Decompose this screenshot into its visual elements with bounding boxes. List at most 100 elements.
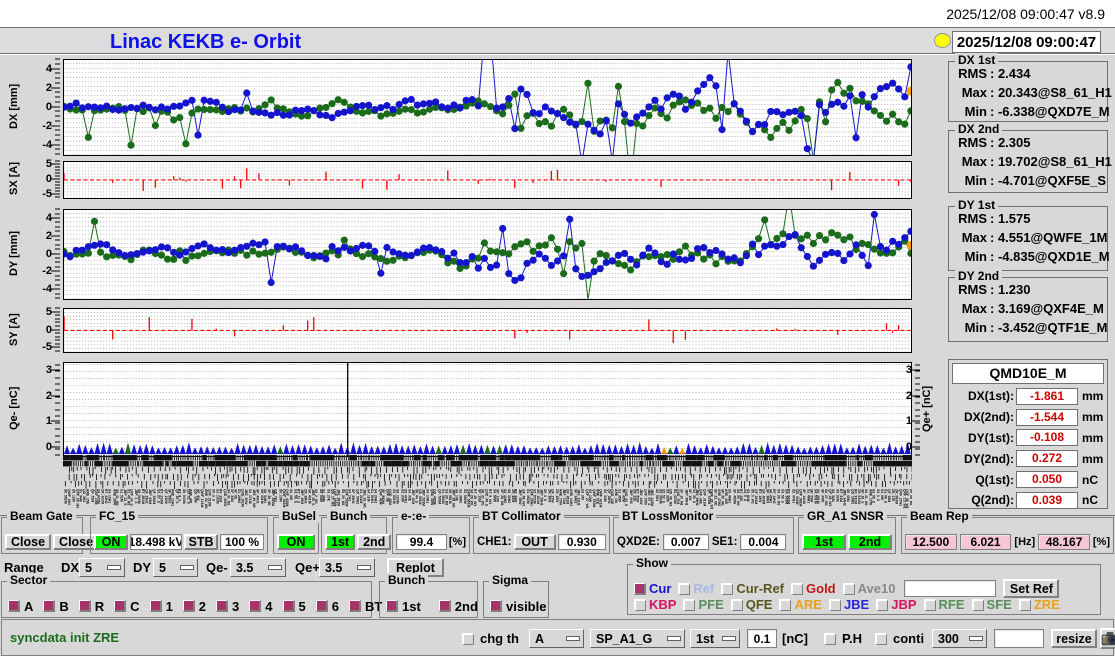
svg-text:QF_533M: QF_533M xyxy=(437,489,441,504)
svg-text:QXD_7H1: QXD_7H1 xyxy=(676,489,680,505)
svg-text:SP_55H2: SP_55H2 xyxy=(351,489,355,504)
svg-text:S4_13H1: S4_13H1 xyxy=(425,489,429,503)
svg-text:S4_20H2: S4_20H2 xyxy=(374,489,378,503)
svg-text:ZR_17E: ZR_17E xyxy=(891,489,895,502)
svg-text:QXD_40H2: QXD_40H2 xyxy=(223,489,227,506)
svg-text:JBP_22_S: JBP_22_S xyxy=(123,489,127,506)
svg-text:BT_8_S: BT_8_S xyxy=(178,489,182,502)
svg-text:SP_18_S: SP_18_S xyxy=(861,489,865,504)
svg-text:QXD_12E: QXD_12E xyxy=(610,489,614,505)
svg-text:ZR_15W: ZR_15W xyxy=(555,489,559,503)
svg-text:S6_31_W1: S6_31_W1 xyxy=(115,489,119,506)
svg-text:QD_3H1: QD_3H1 xyxy=(82,489,86,502)
svg-text:S4_1H1: S4_1H1 xyxy=(348,489,352,501)
svg-text:S3_81M: S3_81M xyxy=(746,489,750,502)
svg-text:QF_403M: QF_403M xyxy=(761,489,765,504)
svg-text:RF_13H2: RF_13H2 xyxy=(772,489,776,504)
svg-text:QXF_24_S: QXF_24_S xyxy=(130,489,134,507)
svg-text:JBE_12H1: JBE_12H1 xyxy=(577,489,581,506)
svg-text:QXF_293M: QXF_293M xyxy=(333,489,337,507)
svg-text:BT_15W: BT_15W xyxy=(758,489,762,503)
svg-text:QF_532M: QF_532M xyxy=(152,489,156,504)
svg-text:S1_38M: S1_38M xyxy=(322,489,326,502)
svg-text:SP_11M: SP_11M xyxy=(496,489,500,502)
svg-text:S2_40H2: S2_40H2 xyxy=(503,489,507,503)
svg-text:QXF_36_W1: QXF_36_W1 xyxy=(905,489,909,509)
svg-text:QXF_403M: QXF_403M xyxy=(285,489,289,507)
svg-text:JBE_49_M1: JBE_49_M1 xyxy=(252,489,256,508)
svg-text:RF_331M: RF_331M xyxy=(853,489,857,504)
svg-text:BT_29_W1: BT_29_W1 xyxy=(473,489,477,506)
svg-text:S4_5W: S4_5W xyxy=(880,489,884,501)
svg-text:SP_53M: SP_53M xyxy=(809,489,813,502)
svg-text:S6_26_W1: S6_26_W1 xyxy=(470,489,474,506)
svg-text:QWF_2H1: QWF_2H1 xyxy=(67,489,71,505)
svg-text:SP_40H1: SP_40H1 xyxy=(256,489,260,504)
svg-text:S1_26H2: S1_26H2 xyxy=(237,489,241,503)
svg-text:JBP_56H1: JBP_56H1 xyxy=(685,489,689,506)
svg-text:S3_2_W1: S3_2_W1 xyxy=(314,489,318,504)
svg-text:JBE_19_M1: JBE_19_M1 xyxy=(362,489,366,508)
svg-text:QXD_161M: QXD_161M xyxy=(241,489,245,507)
svg-text:S5_12W: S5_12W xyxy=(72,489,76,503)
svg-text:S5_58_M1: S5_58_M1 xyxy=(909,489,912,506)
svg-text:S1_392M: S1_392M xyxy=(441,489,445,504)
svg-text:ARE_13H1: ARE_13H1 xyxy=(171,489,175,506)
svg-text:QF_27W: QF_27W xyxy=(551,489,555,503)
svg-text:S4_10H1: S4_10H1 xyxy=(107,489,111,503)
svg-text:S3_592M: S3_592M xyxy=(463,489,467,504)
svg-text:RF_32M: RF_32M xyxy=(219,489,223,502)
svg-text:SF_483M: SF_483M xyxy=(733,489,737,504)
svg-text:S5_521M: S5_521M xyxy=(392,489,396,504)
svg-text:S5_13W: S5_13W xyxy=(279,489,283,503)
svg-text:S6_27_W1: S6_27_W1 xyxy=(824,489,828,506)
svg-text:S5_47H1: S5_47H1 xyxy=(404,489,408,503)
svg-text:ZR_191M: ZR_191M xyxy=(536,489,540,504)
svg-text:SF_1W: SF_1W xyxy=(688,489,692,501)
svg-text:S2_38H2: S2_38H2 xyxy=(459,489,463,503)
svg-text:JBP_523M: JBP_523M xyxy=(421,489,425,506)
svg-text:S5_0_W1: S5_0_W1 xyxy=(751,489,755,504)
svg-text:S5_92M: S5_92M xyxy=(836,489,840,502)
svg-text:S6_45H2: S6_45H2 xyxy=(768,489,772,503)
svg-text:S3_10W: S3_10W xyxy=(588,489,592,503)
svg-text:QWF_26_W1: QWF_26_W1 xyxy=(710,489,714,510)
svg-text:S6_543M: S6_543M xyxy=(182,489,186,504)
svg-text:BT_9_W1: BT_9_W1 xyxy=(488,489,492,504)
svg-text:SP_50_M1: SP_50_M1 xyxy=(721,489,725,506)
svg-text:ZR_38W: ZR_38W xyxy=(547,489,551,503)
svg-text:S5_26_M1: S5_26_M1 xyxy=(777,489,781,506)
svg-text:QXF_213M: QXF_213M xyxy=(208,489,212,507)
svg-text:S3_27E: S3_27E xyxy=(326,489,330,502)
svg-text:S6_41_W1: S6_41_W1 xyxy=(864,489,868,506)
svg-text:SF_0E: SF_0E xyxy=(234,489,238,500)
svg-text:S4_33E: S4_33E xyxy=(407,489,411,502)
svg-text:S6_34H1: S6_34H1 xyxy=(263,489,267,503)
svg-text:JBP_55W: JBP_55W xyxy=(518,489,522,505)
svg-text:S1_34M: S1_34M xyxy=(78,489,82,502)
svg-text:S1_49_S: S1_49_S xyxy=(884,489,888,504)
svg-text:BT_11_S: BT_11_S xyxy=(296,489,300,504)
svg-text:BT_503M: BT_503M xyxy=(787,489,791,504)
svg-text:BT_22E: BT_22E xyxy=(739,489,743,502)
svg-text:QF_58_W1: QF_58_W1 xyxy=(522,489,526,506)
svg-text:SF_141M: SF_141M xyxy=(802,489,806,504)
svg-text:QD_482M: QD_482M xyxy=(432,489,436,505)
svg-text:JBE_143M: JBE_143M xyxy=(650,489,654,506)
svg-text:ZR_38H1: ZR_38H1 xyxy=(304,489,308,504)
svg-text:JBP_59H1: JBP_59H1 xyxy=(539,489,543,506)
svg-text:QF_22H1: QF_22H1 xyxy=(145,489,149,504)
svg-text:JBP_39M: JBP_39M xyxy=(300,489,304,504)
svg-text:S5_52_S: S5_52_S xyxy=(662,489,666,504)
svg-text:S3_59_S: S3_59_S xyxy=(781,489,785,504)
svg-text:ZR_583M: ZR_583M xyxy=(895,489,899,504)
svg-text:S3_473M: S3_473M xyxy=(97,489,101,504)
svg-text:QD_56H2: QD_56H2 xyxy=(355,489,359,504)
svg-text:S3_0_S: S3_0_S xyxy=(876,489,880,502)
svg-text:S5_4_S: S5_4_S xyxy=(543,489,547,502)
svg-text:QWF_421M: QWF_421M xyxy=(599,489,603,507)
svg-text:S1_352M: S1_352M xyxy=(526,489,530,504)
svg-text:S6_16E: S6_16E xyxy=(455,489,459,502)
svg-text:S6_32H2: S6_32H2 xyxy=(507,489,511,503)
svg-text:ARE_15E: ARE_15E xyxy=(86,489,90,505)
